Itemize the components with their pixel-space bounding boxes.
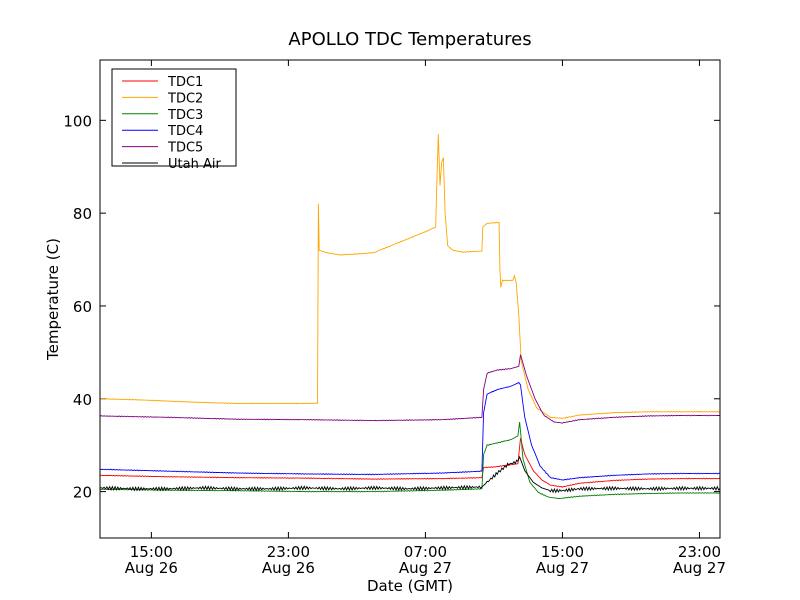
y-tick-label: 80 bbox=[73, 205, 92, 223]
series-line-tdc5 bbox=[99, 354, 721, 424]
y-tick-label: 40 bbox=[73, 391, 92, 409]
x-tick-time-label: 15:00 bbox=[541, 543, 584, 561]
y-tick-label: 100 bbox=[63, 112, 92, 130]
legend-label: TDC3 bbox=[167, 108, 203, 123]
y-axis-label: Temperature (C) bbox=[44, 238, 62, 361]
y-tick-label: 60 bbox=[73, 298, 92, 316]
legend-label: TDC2 bbox=[167, 91, 203, 106]
series-line-tdc3 bbox=[99, 421, 721, 499]
y-tick-label: 20 bbox=[73, 484, 92, 502]
x-tick-date-label: Aug 27 bbox=[399, 559, 452, 577]
x-tick-time-label: 23:00 bbox=[267, 543, 310, 561]
series-lines bbox=[99, 134, 721, 499]
axis-ticks bbox=[100, 60, 720, 538]
x-tick-date-label: Aug 27 bbox=[536, 559, 589, 577]
series-line-tdc2 bbox=[99, 134, 721, 419]
plot-frame bbox=[99, 59, 721, 539]
x-tick-time-label: 15:00 bbox=[130, 543, 173, 561]
series-line-tdc1 bbox=[99, 438, 721, 488]
x-tick-date-label: Aug 26 bbox=[262, 559, 315, 577]
x-tick-time-label: 07:00 bbox=[404, 543, 447, 561]
legend-box bbox=[111, 68, 237, 167]
x-tick-time-label: 23:00 bbox=[678, 543, 721, 561]
x-axis-label: Date (GMT) bbox=[367, 577, 453, 595]
legend-label: TDC4 bbox=[167, 124, 203, 139]
series-line-utah-air bbox=[99, 455, 721, 494]
x-tick-date-label: Aug 26 bbox=[125, 559, 178, 577]
x-tick-date-label: Aug 27 bbox=[673, 559, 726, 577]
chart-title: APOLLO TDC Temperatures bbox=[288, 29, 531, 50]
legend-label: TDC5 bbox=[167, 141, 203, 156]
series-line-tdc4 bbox=[99, 381, 721, 481]
legend-label: Utah Air bbox=[168, 157, 221, 172]
legend-label: TDC1 bbox=[167, 75, 203, 90]
